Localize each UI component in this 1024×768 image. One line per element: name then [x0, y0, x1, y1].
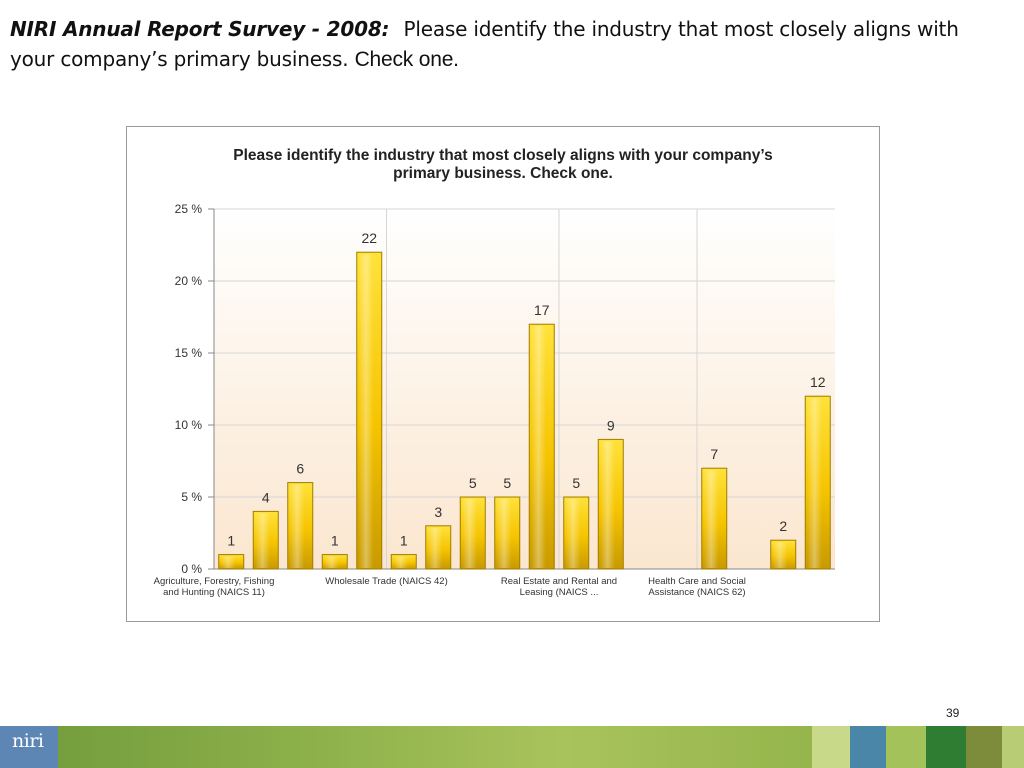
- x-category-label: Agriculture, Forestry, Fishing: [154, 576, 275, 587]
- bar-highlight: [807, 398, 829, 568]
- footer-seg-dark: [926, 726, 966, 768]
- chart-frame: Please identify the industry that most c…: [126, 126, 880, 622]
- x-category-label: Leasing (NAICS ...: [520, 587, 599, 598]
- footer-seg-end: [1002, 726, 1024, 768]
- heading-body: Please identify the industry that most c…: [10, 17, 959, 71]
- bar-chart: Please identify the industry that most c…: [154, 147, 835, 598]
- bar-value-label: 5: [503, 475, 511, 491]
- bar-highlight: [531, 326, 553, 568]
- slide-heading: NIRI Annual Report Survey - 2008: Please…: [10, 14, 1000, 75]
- footer-band: [0, 726, 1024, 768]
- bar-highlight: [289, 484, 311, 568]
- bar-highlight: [772, 542, 794, 568]
- x-category-label: Real Estate and Rental and: [501, 576, 617, 587]
- plot-area: [214, 209, 835, 569]
- bar-value-label: 1: [400, 533, 408, 549]
- heading-lead: NIRI Annual Report Survey - 2008:: [10, 17, 390, 41]
- bar-highlight: [703, 470, 725, 568]
- bar-value-label: 2: [779, 518, 787, 534]
- bar-value-label: 6: [296, 461, 304, 477]
- bar-highlight: [462, 499, 484, 568]
- bar-value-label: 1: [331, 533, 339, 549]
- x-category-label: Health Care and Social: [648, 576, 746, 587]
- bar-value-label: 5: [572, 475, 580, 491]
- bar-value-label: 5: [469, 475, 477, 491]
- y-tick-label: 10 %: [175, 418, 203, 432]
- bar-highlight: [255, 513, 277, 568]
- bar-value-label: 4: [262, 489, 270, 505]
- bar-highlight: [600, 441, 622, 568]
- bar-value-label: 9: [607, 417, 615, 433]
- x-category-label: Wholesale Trade (NAICS 42): [325, 576, 448, 587]
- page-number: 39: [946, 706, 960, 720]
- bar-value-label: 1: [227, 533, 235, 549]
- chart-title-line-1: Please identify the industry that most c…: [233, 147, 772, 164]
- footer-seg-light: [812, 726, 850, 768]
- bar-highlight: [393, 556, 415, 568]
- logo-text: niri: [12, 730, 44, 752]
- chart-title-line-2: primary business. Check one.: [393, 165, 613, 182]
- niri-logo: niri: [0, 726, 58, 768]
- x-category-label: Assistance (NAICS 62): [648, 587, 745, 598]
- heading-tail: Check one.: [354, 48, 459, 71]
- bar-highlight: [565, 499, 587, 568]
- bar-highlight: [496, 499, 518, 568]
- bar-highlight: [427, 527, 449, 568]
- footer-seg-lime: [886, 726, 926, 768]
- footer-seg-olive: [966, 726, 1002, 768]
- bar-value-label: 22: [361, 230, 377, 246]
- y-tick-label: 0 %: [181, 562, 202, 576]
- bar-highlight: [358, 254, 380, 568]
- bar-highlight: [324, 556, 346, 568]
- bar-value-label: 7: [710, 446, 718, 462]
- y-tick-label: 25 %: [175, 202, 203, 216]
- bar-highlight: [220, 556, 242, 568]
- bar-value-label: 3: [434, 504, 442, 520]
- bar-value-label: 12: [810, 374, 826, 390]
- y-tick-label: 5 %: [181, 490, 202, 504]
- x-category-label: and Hunting (NAICS 11): [163, 587, 265, 598]
- y-tick-label: 15 %: [175, 346, 203, 360]
- bar-value-label: 17: [534, 302, 550, 318]
- y-tick-label: 20 %: [175, 274, 203, 288]
- footer-seg-blue: [850, 726, 886, 768]
